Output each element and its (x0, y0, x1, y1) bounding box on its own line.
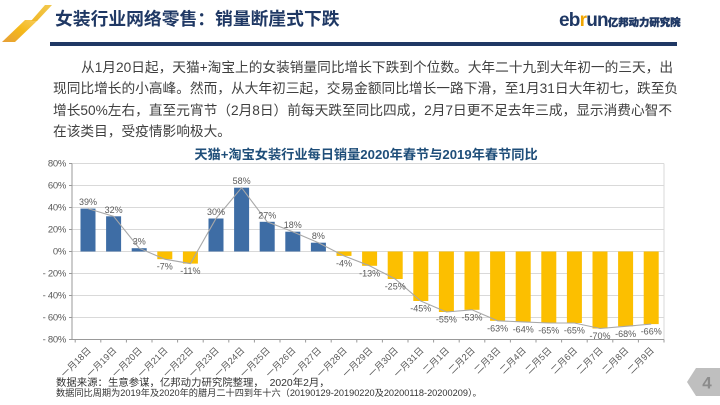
svg-text:二月7日: 二月7日 (575, 345, 605, 375)
svg-text:二月6日: 二月6日 (549, 345, 579, 375)
svg-text:-68%: -68% (615, 329, 636, 339)
svg-text:二月9日: 二月9日 (626, 345, 656, 375)
svg-text:-55%: -55% (436, 315, 457, 325)
svg-text:二月2日: 二月2日 (447, 345, 477, 375)
svg-text:- 20%: - 20% (43, 269, 67, 280)
svg-text:-64%: -64% (513, 324, 534, 334)
svg-text:-25%: -25% (385, 282, 406, 292)
svg-text:3%: 3% (133, 237, 146, 247)
svg-text:-65%: -65% (538, 326, 559, 336)
svg-text:39%: 39% (79, 197, 97, 207)
svg-text:二月5日: 二月5日 (524, 345, 554, 375)
svg-text:- 40%: - 40% (43, 291, 67, 302)
svg-text:27%: 27% (258, 210, 276, 220)
svg-text:80%: 80% (48, 159, 67, 170)
svg-text:30%: 30% (207, 207, 225, 217)
svg-text:0%: 0% (53, 247, 67, 258)
svg-text:- 60%: - 60% (43, 313, 67, 324)
svg-text:-11%: -11% (180, 266, 200, 276)
svg-text:-63%: -63% (487, 323, 508, 333)
svg-text:-4%: -4% (336, 258, 352, 268)
svg-text:40%: 40% (48, 203, 67, 214)
svg-text:- 80%: - 80% (43, 335, 67, 346)
svg-text:8%: 8% (312, 231, 325, 241)
svg-text:-53%: -53% (461, 312, 482, 322)
svg-text:-70%: -70% (589, 331, 610, 341)
svg-text:18%: 18% (284, 220, 302, 230)
svg-text:-45%: -45% (410, 304, 431, 314)
svg-text:4: 4 (702, 374, 712, 393)
svg-text:60%: 60% (48, 181, 67, 192)
svg-text:二月8日: 二月8日 (600, 345, 630, 375)
svg-text:-13%: -13% (359, 268, 380, 278)
svg-text:二月3日: 二月3日 (472, 345, 502, 375)
svg-text:-65%: -65% (564, 326, 585, 336)
svg-text:二月4日: 二月4日 (498, 345, 528, 375)
svg-text:-7%: -7% (157, 262, 173, 272)
svg-text:58%: 58% (233, 176, 251, 186)
svg-text:二月1日: 二月1日 (421, 345, 451, 375)
svg-text:-66%: -66% (641, 327, 662, 337)
svg-text:32%: 32% (105, 205, 123, 215)
svg-text:20%: 20% (48, 225, 67, 236)
